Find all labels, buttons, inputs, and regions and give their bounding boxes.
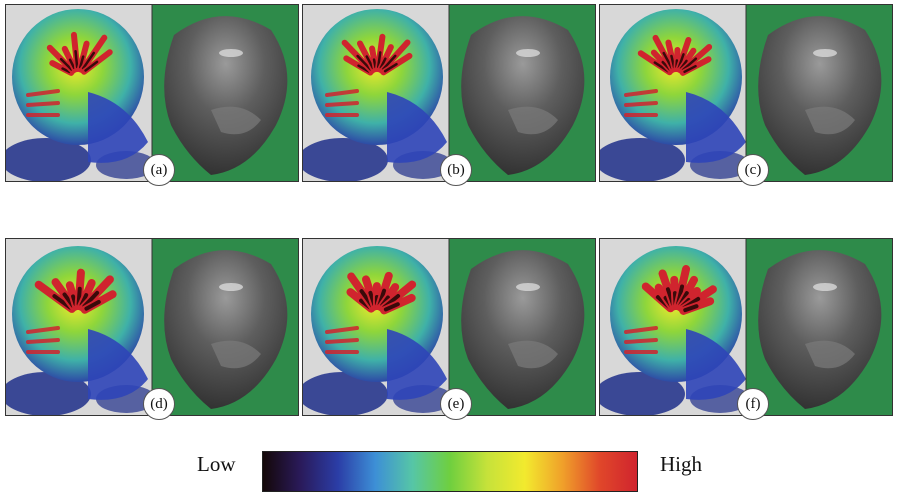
panel-c	[599, 4, 893, 182]
panel-label-b: (b)	[440, 154, 472, 186]
panel-label-f: (f)	[737, 388, 769, 420]
panel-image	[600, 239, 892, 415]
panel-label-d: (d)	[143, 388, 175, 420]
panel-a	[5, 4, 299, 182]
panel-image	[303, 239, 595, 415]
bottom-row	[5, 238, 895, 416]
panel-image	[303, 5, 595, 181]
panel-image	[600, 5, 892, 181]
top-row	[5, 4, 895, 182]
panel-label-c: (c)	[737, 154, 769, 186]
panel-f	[599, 238, 893, 416]
legend-low-label: Low	[197, 452, 236, 476]
panel-label-a: (a)	[143, 154, 175, 186]
panel-label-e: (e)	[440, 388, 472, 420]
panel-d	[5, 238, 299, 416]
panel-image	[6, 239, 298, 415]
legend-high-label: High	[660, 452, 702, 476]
panel-b	[302, 4, 596, 182]
colorbar	[262, 451, 638, 492]
panel-image	[6, 5, 298, 181]
panel-e	[302, 238, 596, 416]
